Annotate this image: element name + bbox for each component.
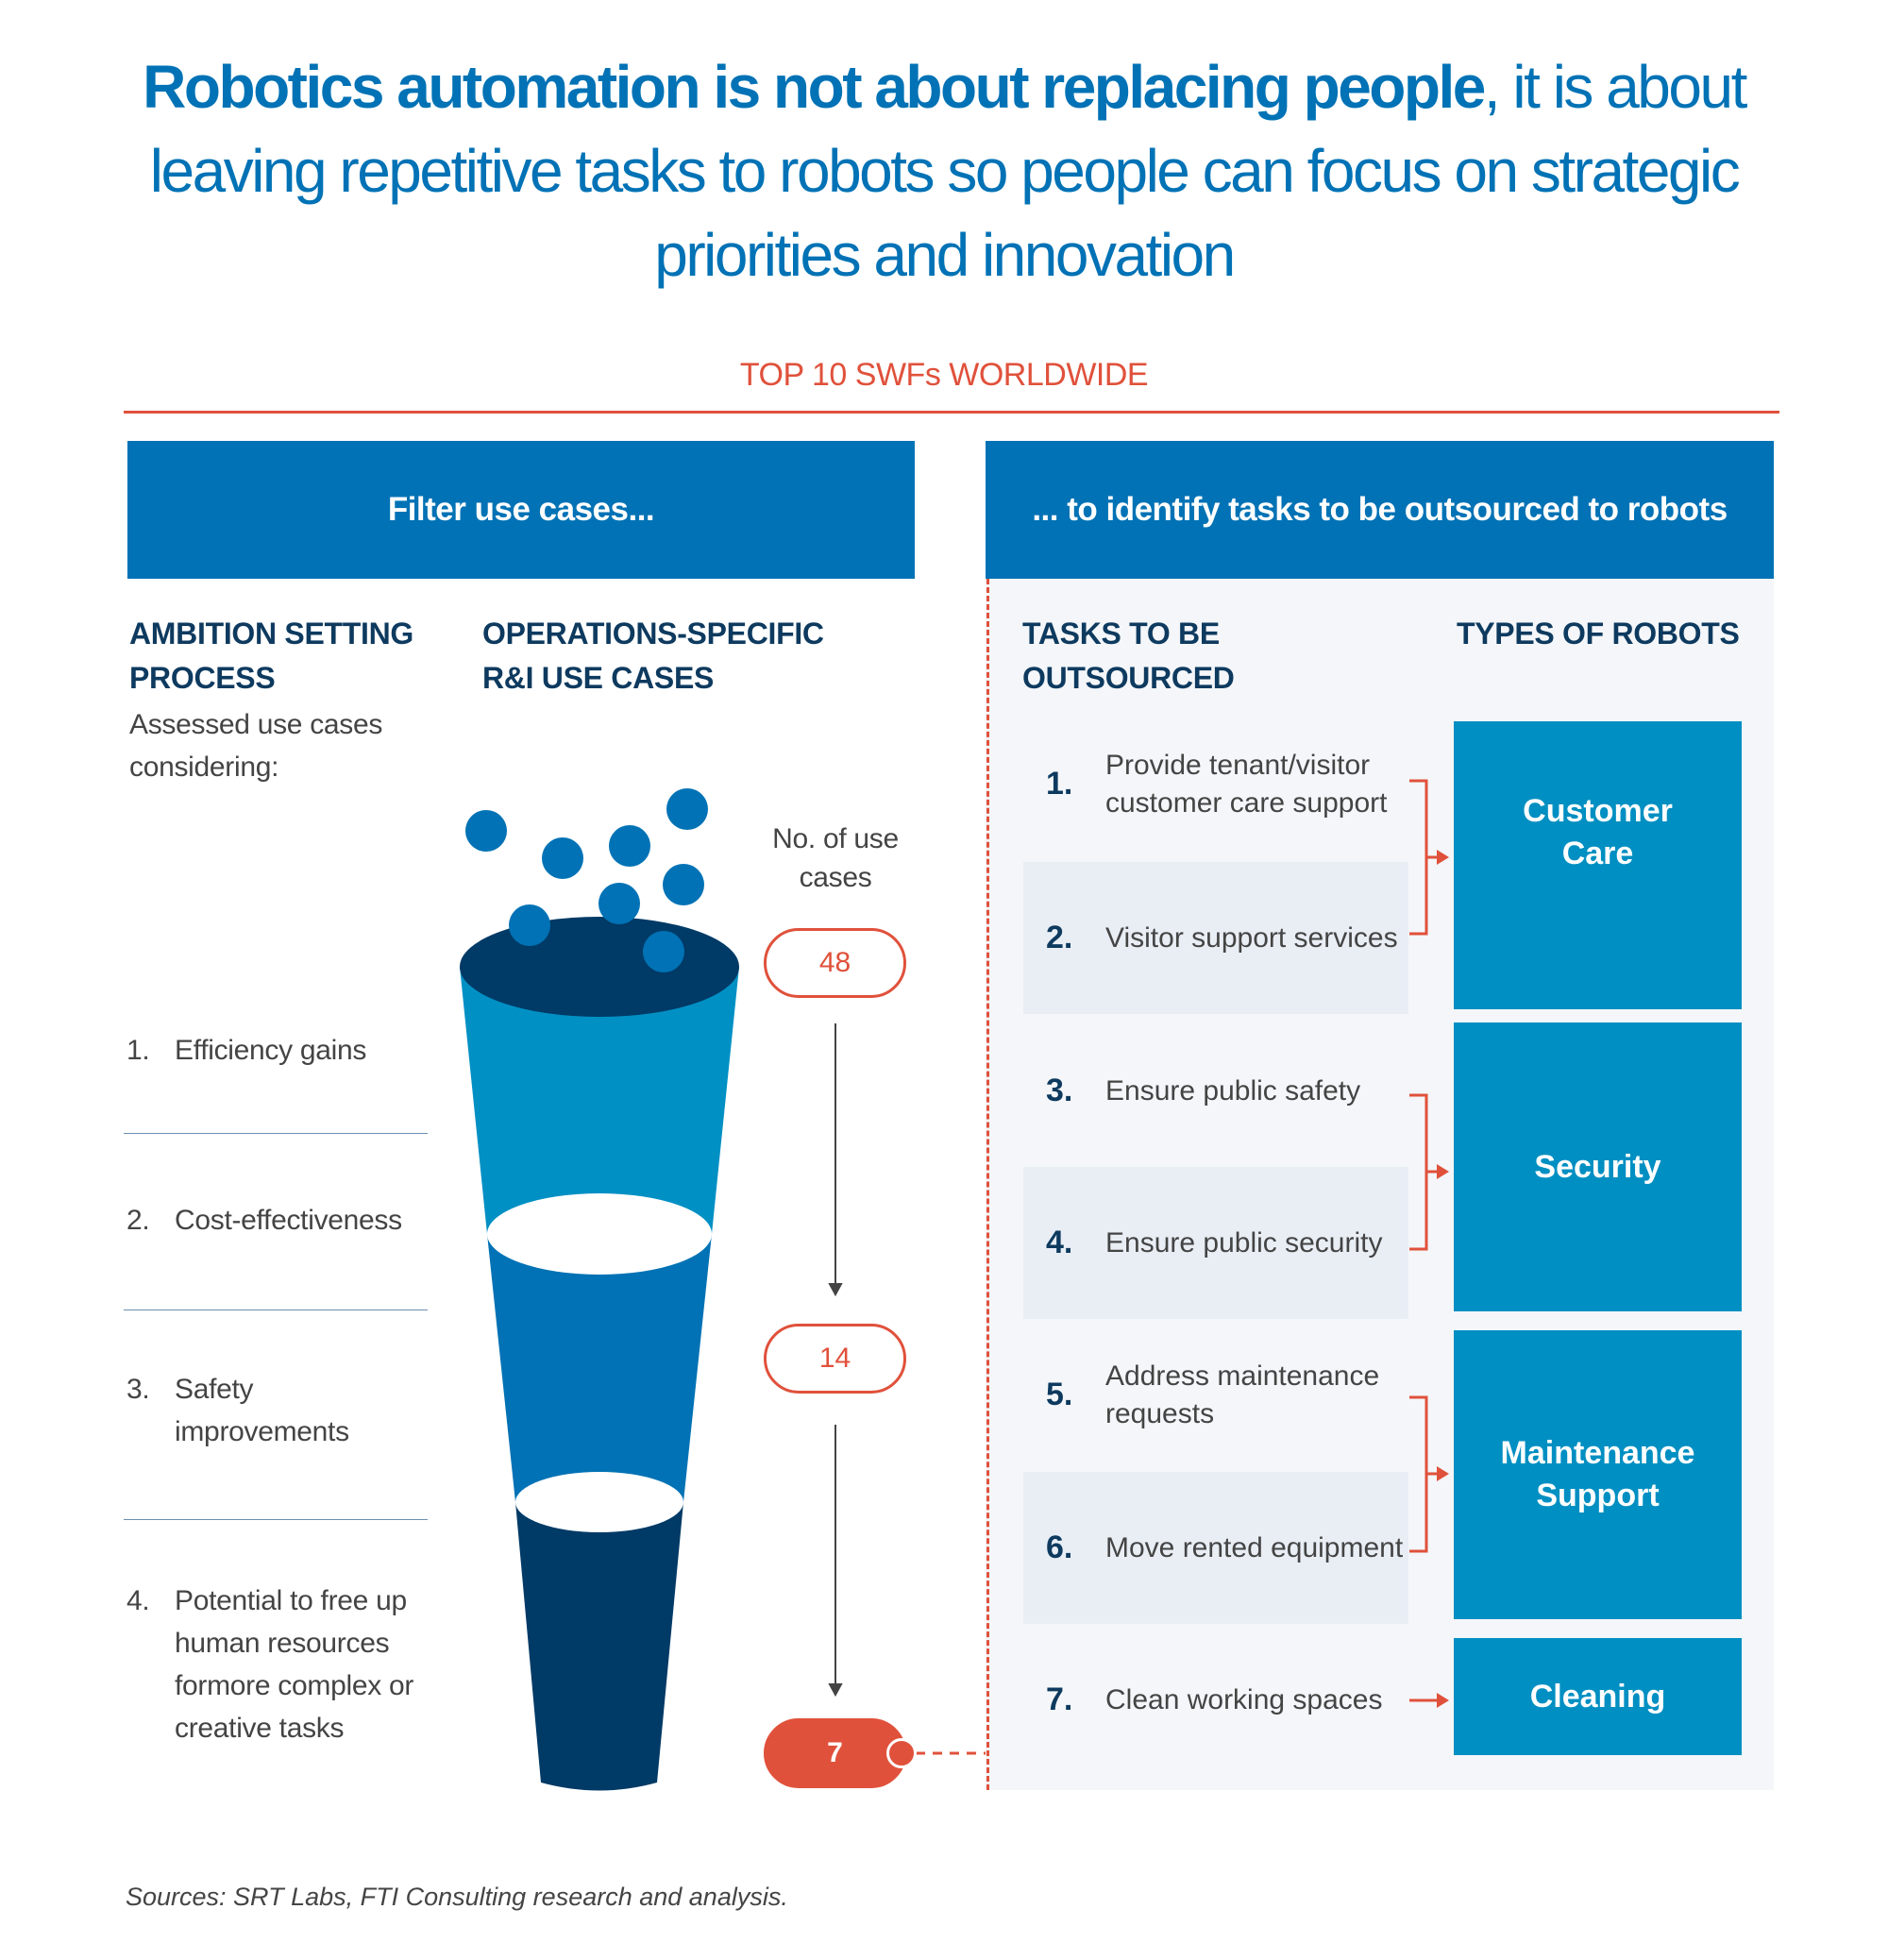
ambition-item: Safety improvements xyxy=(175,1374,349,1447)
task-row: 6. Move rented equipment xyxy=(1023,1472,1408,1624)
ambition-num: 4. xyxy=(126,1585,150,1616)
tasks-heading: TASKS TO BE OUTSOURCED xyxy=(1022,617,1235,695)
task-label: Move rented equipment xyxy=(1105,1531,1404,1563)
ambition-intro: Assessed use cases considering: xyxy=(129,709,383,783)
dot xyxy=(509,904,550,946)
funnel-bottom xyxy=(515,1502,683,1791)
task-row: 4. Ensure public security xyxy=(1023,1167,1408,1319)
sources-note: Sources: SRT Labs, FTI Consulting resear… xyxy=(126,1883,788,1911)
task-number: 3. xyxy=(1046,1073,1073,1108)
task-number: 1. xyxy=(1046,766,1073,802)
task-label: Clean working spaces xyxy=(1105,1683,1383,1715)
robot-security: Security xyxy=(1454,1022,1742,1311)
task-number: 5. xyxy=(1046,1377,1073,1412)
left-header: Filter use cases... xyxy=(127,441,915,579)
robots-heading: TYPES OF ROBOTS xyxy=(1457,617,1740,651)
funnel-opening xyxy=(460,917,739,1017)
task-row: 1. Provide tenant/visitor customer care s… xyxy=(1023,708,1408,860)
task-row: 7. Clean working spaces xyxy=(1023,1624,1408,1776)
task-row: 3. Ensure public safety xyxy=(1023,1015,1408,1167)
funnel-divider xyxy=(515,1472,683,1532)
subtitle: TOP 10 SWFs WORLDWIDE xyxy=(739,357,1149,393)
dot xyxy=(542,837,583,879)
count-label: No. of use cases xyxy=(772,823,899,893)
connector-dot xyxy=(886,1738,917,1768)
dot xyxy=(465,810,507,852)
task-label: Ensure public safety xyxy=(1105,1074,1361,1107)
ambition-item: Efficiency gains xyxy=(175,1035,367,1066)
bracket-arrowheads xyxy=(1437,850,1449,1708)
dot xyxy=(609,825,650,867)
ambition-heading: AMBITION SETTING PROCESS xyxy=(129,617,413,695)
task-label: Provide tenant/visitor customer care sup… xyxy=(1105,749,1388,819)
title-rest: , it is about leaving repetitive tasks t… xyxy=(149,53,1748,289)
dot xyxy=(663,864,704,905)
task-number: 7. xyxy=(1046,1681,1073,1717)
task-label: Visitor support services xyxy=(1105,921,1398,954)
dashed-connector xyxy=(986,579,989,1790)
brackets xyxy=(1409,779,1439,1702)
dot xyxy=(666,788,708,830)
robot-cleaning: Cleaning xyxy=(1454,1638,1742,1755)
robot-maintenance-support: Maintenance Support xyxy=(1454,1330,1742,1619)
funnel-divider xyxy=(487,1193,712,1275)
count-pill-7: 7 xyxy=(764,1718,906,1788)
task-number: 4. xyxy=(1046,1225,1073,1260)
separator xyxy=(124,1133,428,1134)
task-row: 5. Address maintenance requests xyxy=(1023,1319,1408,1471)
count-pill-14: 14 xyxy=(764,1324,906,1394)
ambition-item: Potential to free up human resources for… xyxy=(175,1585,414,1744)
flow-arrows xyxy=(828,1023,843,1698)
divider xyxy=(124,411,1779,414)
separator xyxy=(124,1309,428,1310)
page-title: Robotics automation is not about replaci… xyxy=(94,45,1794,297)
funnel-top xyxy=(460,967,739,1234)
task-number: 6. xyxy=(1046,1529,1073,1565)
task-label: Address maintenance requests xyxy=(1105,1360,1380,1429)
robot-customer-care: Customer Care xyxy=(1454,721,1742,1009)
dot xyxy=(643,931,684,972)
ambition-item: Cost-effectiveness xyxy=(175,1205,402,1236)
ambition-num: 2. xyxy=(126,1205,150,1236)
use-case-dots xyxy=(465,788,708,972)
separator xyxy=(124,1519,428,1520)
title-bold: Robotics automation is not about replaci… xyxy=(143,53,1486,121)
dot xyxy=(598,883,640,924)
task-number: 2. xyxy=(1046,920,1073,955)
operations-heading: OPERATIONS-SPECIFIC R&I USE CASES xyxy=(482,617,824,695)
task-label: Ensure public security xyxy=(1105,1226,1383,1259)
count-pill-48: 48 xyxy=(764,928,906,998)
right-header: ... to identify tasks to be outsourced t… xyxy=(986,441,1774,579)
funnel-middle xyxy=(487,1234,712,1502)
task-row: 2. Visitor support services xyxy=(1023,862,1408,1014)
ambition-num: 1. xyxy=(126,1035,150,1066)
ambition-num: 3. xyxy=(126,1374,150,1405)
